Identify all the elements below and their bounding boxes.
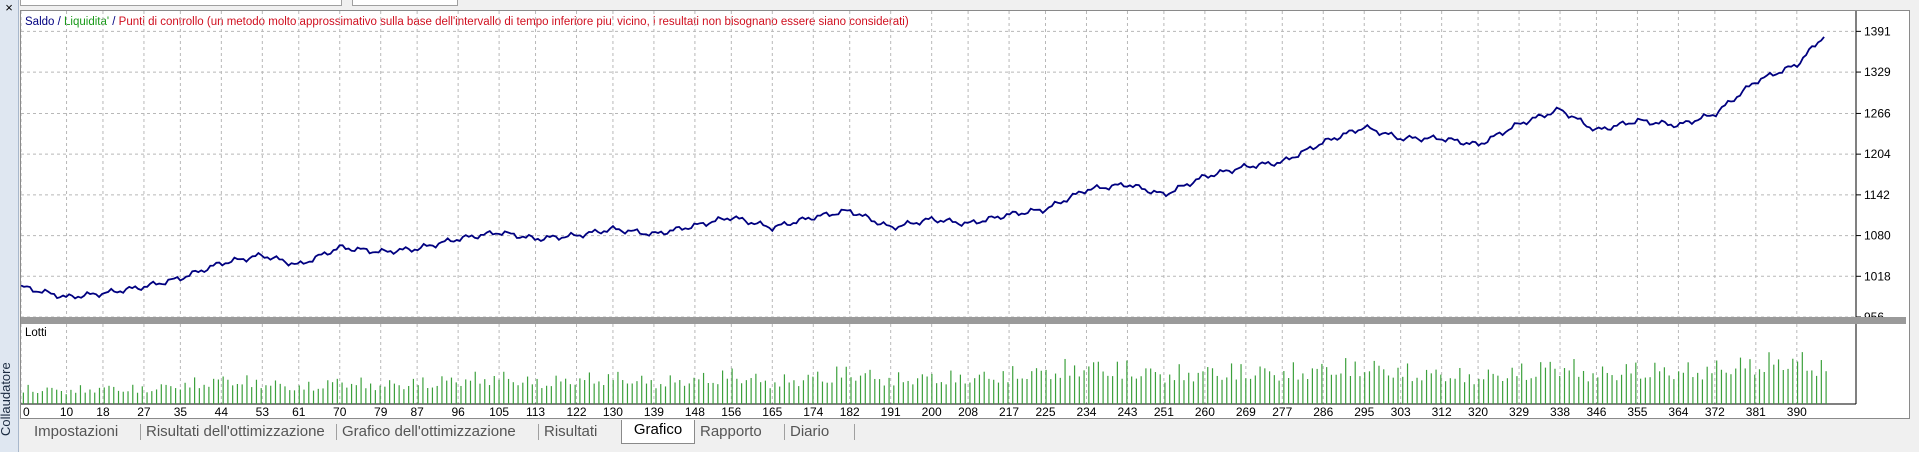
x-tick-label: 27 bbox=[137, 405, 151, 418]
x-tick-label: 191 bbox=[881, 405, 901, 418]
pane-separator bbox=[21, 317, 1906, 324]
legend-balance: Saldo bbox=[25, 16, 54, 28]
x-tick-label: 208 bbox=[958, 405, 978, 418]
x-tick-label: 320 bbox=[1468, 405, 1488, 418]
x-tick-label: 18 bbox=[96, 405, 110, 418]
x-tick-label: 260 bbox=[1195, 405, 1215, 418]
x-tick-label: 96 bbox=[451, 405, 465, 418]
tab-grafico-dell-ottimizzazione[interactable]: Grafico dell'ottimizzazione bbox=[342, 423, 516, 440]
x-tick-label: 346 bbox=[1586, 405, 1606, 418]
x-tick-label: 225 bbox=[1035, 405, 1055, 418]
tab-separator bbox=[854, 424, 855, 440]
x-tick-label: 165 bbox=[762, 405, 782, 418]
x-tick-label: 182 bbox=[840, 405, 860, 418]
x-tick-label: 364 bbox=[1668, 405, 1688, 418]
x-tick-label: 44 bbox=[215, 405, 229, 418]
right-edge bbox=[1912, 0, 1919, 452]
x-tick-label: 295 bbox=[1354, 405, 1374, 418]
x-tick-label: 139 bbox=[644, 405, 664, 418]
x-tick-label: 87 bbox=[410, 405, 424, 418]
x-tick-label: 10 bbox=[60, 405, 74, 418]
x-tick-label: 338 bbox=[1550, 405, 1570, 418]
close-icon[interactable]: × bbox=[5, 0, 13, 15]
x-tick-label: 234 bbox=[1076, 405, 1096, 418]
x-tick-label: 381 bbox=[1746, 405, 1766, 418]
tab-diario[interactable]: Diario bbox=[790, 423, 830, 440]
x-tick-label: 70 bbox=[333, 405, 347, 418]
tab-grafico[interactable]: Grafico bbox=[621, 420, 695, 444]
x-tick-label: 35 bbox=[174, 405, 188, 418]
y-tick-label: 1266 bbox=[1864, 106, 1891, 120]
y-tick-label: 1142 bbox=[1864, 188, 1890, 202]
tab-risultati[interactable]: Risultati bbox=[544, 423, 598, 440]
x-tick-label: 390 bbox=[1787, 405, 1807, 418]
y-tick-label: 1018 bbox=[1864, 269, 1891, 283]
tab-bar: Impostazioni Risultati dell'ottimizzazion… bbox=[20, 420, 1910, 444]
x-tick-label: 269 bbox=[1236, 405, 1256, 418]
tester-side-panel: × Collaudatore bbox=[0, 0, 19, 452]
x-tick-label: 53 bbox=[256, 405, 270, 418]
tab-separator bbox=[336, 424, 337, 440]
lots-label: Lotti bbox=[25, 327, 47, 339]
x-tick-label: 303 bbox=[1391, 405, 1411, 418]
x-tick-label: 113 bbox=[526, 405, 545, 418]
y-tick-label: 1329 bbox=[1864, 65, 1891, 79]
x-tick-label: 105 bbox=[489, 405, 509, 418]
x-tick-label: 156 bbox=[721, 405, 741, 418]
x-tick-label: 217 bbox=[999, 405, 1019, 418]
tab-separator bbox=[784, 424, 785, 440]
y-tick-label: 1391 bbox=[1864, 24, 1891, 38]
x-tick-label: 130 bbox=[603, 405, 623, 418]
top-input-segment-2[interactable] bbox=[352, 0, 458, 6]
x-tick-label: 200 bbox=[922, 405, 942, 418]
top-input-segment[interactable] bbox=[20, 0, 342, 6]
x-tick-label: 122 bbox=[566, 405, 586, 418]
tab-rapporto[interactable]: Rapporto bbox=[700, 423, 762, 440]
balance-series-line bbox=[21, 36, 1825, 300]
chart-frame: Saldo / Liquidita' / Punti di controllo … bbox=[20, 10, 1910, 419]
tab-risultati-dell-ottimizzazione[interactable]: Risultati dell'ottimizzazione bbox=[146, 423, 325, 440]
x-tick-label: 286 bbox=[1313, 405, 1333, 418]
legend-equity: Liquidita' bbox=[64, 16, 109, 28]
tab-impostazioni[interactable]: Impostazioni bbox=[34, 423, 119, 440]
x-tick-label: 329 bbox=[1509, 405, 1529, 418]
x-tick-label: 0 bbox=[23, 405, 30, 418]
y-tick-label: 1204 bbox=[1864, 147, 1891, 161]
legend-note: Punti di controllo (un metodo molto appr… bbox=[119, 16, 909, 28]
x-tick-label: 243 bbox=[1117, 405, 1137, 418]
x-tick-label: 148 bbox=[685, 405, 705, 418]
chart-canvas: Saldo / Liquidita' / Punti di controllo … bbox=[21, 11, 1906, 418]
x-tick-label: 355 bbox=[1627, 405, 1647, 418]
x-tick-label: 79 bbox=[374, 405, 388, 418]
x-tick-label: 372 bbox=[1705, 405, 1725, 418]
x-tick-label: 174 bbox=[803, 405, 823, 418]
legend-sep-1: / bbox=[54, 16, 64, 28]
tab-separator bbox=[140, 424, 141, 440]
x-tick-label: 277 bbox=[1272, 405, 1292, 418]
x-tick-label: 61 bbox=[292, 405, 306, 418]
side-panel-title: Collaudatore bbox=[0, 362, 13, 436]
tab-separator bbox=[538, 424, 539, 440]
x-tick-label: 312 bbox=[1432, 405, 1452, 418]
legend: Saldo / Liquidita' / Punti di controllo … bbox=[25, 16, 909, 28]
y-tick-label: 1080 bbox=[1864, 229, 1891, 243]
x-tick-label: 251 bbox=[1154, 405, 1174, 418]
legend-sep-2: / bbox=[109, 16, 119, 28]
